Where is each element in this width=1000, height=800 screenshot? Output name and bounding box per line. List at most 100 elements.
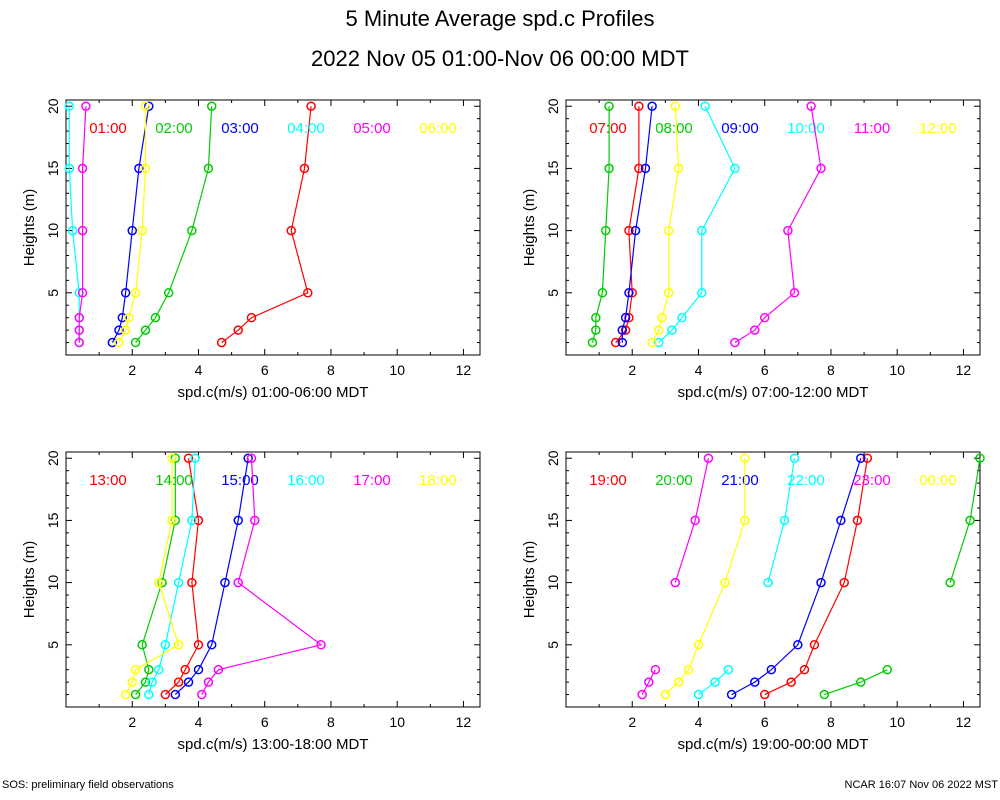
data-point: [750, 325, 760, 335]
data-point: [246, 312, 257, 323]
series-line: [78, 106, 87, 343]
data-point: [617, 337, 628, 348]
data-point: [137, 640, 147, 650]
data-point: [144, 664, 154, 675]
series-line: [664, 458, 746, 696]
data-point: [697, 225, 707, 236]
footer-source: SOS: preliminary field observations: [2, 779, 174, 791]
data-point: [206, 101, 217, 111]
series-1400: [130, 453, 181, 700]
legend-label-1900: 19:00: [589, 472, 627, 489]
data-point: [653, 337, 664, 348]
data-point: [127, 677, 137, 687]
x-tick-label: 10: [889, 362, 905, 378]
series-0100: [216, 101, 316, 348]
series-line: [118, 106, 147, 343]
series-line: [764, 458, 868, 696]
data-point: [170, 689, 181, 700]
data-point: [627, 288, 637, 298]
data-point: [183, 453, 194, 463]
data-point: [190, 453, 200, 463]
data-point: [693, 640, 704, 650]
data-point: [306, 101, 316, 111]
legend-label-0000: 00:00: [919, 472, 957, 489]
x-tick-label: 12: [456, 714, 472, 730]
series-0900: [617, 101, 657, 348]
series-1000: [653, 101, 740, 348]
data-point: [134, 163, 144, 174]
data-point: [610, 337, 621, 348]
y-tick-label: 20: [545, 450, 561, 466]
series-line: [125, 458, 180, 695]
data-point: [77, 288, 88, 298]
x-tick-label: 6: [261, 714, 269, 730]
x-tick-label: 6: [761, 362, 769, 378]
y-axis-label: Heights (m): [21, 189, 38, 267]
data-point: [114, 325, 124, 335]
data-point: [203, 677, 214, 687]
chart-panel-3: 2 4 6 8 10 12 5 10 15 20 spd.c(m/s) 13:00-18:00 MD…: [21, 450, 481, 753]
y-tick-label: 5: [45, 289, 61, 297]
x-tick-label: 10: [389, 362, 405, 378]
x-tick-label: 8: [327, 714, 335, 730]
data-point: [193, 640, 204, 650]
data-point: [213, 664, 224, 675]
x-tick-label: 2: [628, 714, 636, 730]
data-point: [183, 677, 194, 687]
data-point: [667, 325, 677, 335]
data-point: [64, 101, 75, 111]
data-point: [167, 453, 177, 463]
data-point: [644, 677, 654, 687]
series-0800: [587, 101, 614, 348]
legend-label-0200: 02:00: [155, 120, 193, 137]
data-point: [587, 337, 598, 348]
data-point: [624, 288, 634, 298]
y-tick-label: 20: [545, 98, 561, 114]
data-point: [617, 325, 628, 335]
data-point: [150, 312, 161, 323]
series-0300: [107, 101, 154, 348]
data-point: [130, 337, 141, 348]
series-line: [621, 106, 653, 343]
data-point: [316, 640, 326, 650]
data-point: [197, 689, 207, 700]
data-point: [673, 163, 684, 174]
data-point: [130, 689, 141, 700]
data-point: [187, 577, 197, 588]
data-point: [700, 101, 710, 111]
x-tick-label: 2: [128, 362, 136, 378]
data-point: [74, 325, 84, 335]
y-axis-label: Heights (m): [521, 189, 538, 267]
data-point: [163, 288, 174, 298]
series-line: [824, 669, 888, 696]
data-point: [816, 577, 826, 588]
data-point: [763, 577, 773, 588]
legend-label-2100: 21:00: [721, 472, 759, 489]
data-point: [233, 325, 243, 335]
data-point: [730, 337, 740, 348]
data-point: [153, 664, 164, 675]
data-point: [660, 689, 671, 700]
y-axis-label: Heights (m): [21, 541, 38, 619]
data-point: [640, 163, 651, 174]
data-point: [193, 664, 204, 675]
series-line: [651, 106, 680, 343]
legend-label-1000: 10:00: [787, 120, 825, 137]
x-tick-label: 6: [261, 362, 269, 378]
x-tick-label: 8: [327, 362, 335, 378]
legend-label-0700: 07:00: [589, 120, 627, 137]
y-tick-label: 10: [45, 575, 61, 591]
y-tick-label: 15: [45, 160, 61, 176]
legend-label-1600: 16:00: [287, 472, 325, 489]
y-tick-label: 5: [45, 641, 61, 649]
data-point: [120, 288, 131, 298]
series-1800: [120, 453, 184, 700]
data-point: [157, 577, 167, 588]
x-tick-label: 2: [128, 714, 136, 730]
data-point: [697, 288, 707, 298]
chart-panel-4: 2 4 6 8 10 12 5 10 15 20 spd.c(m/s) 19:00-00:00 MD…: [521, 450, 985, 753]
data-point: [862, 453, 873, 463]
series-line: [174, 458, 249, 696]
